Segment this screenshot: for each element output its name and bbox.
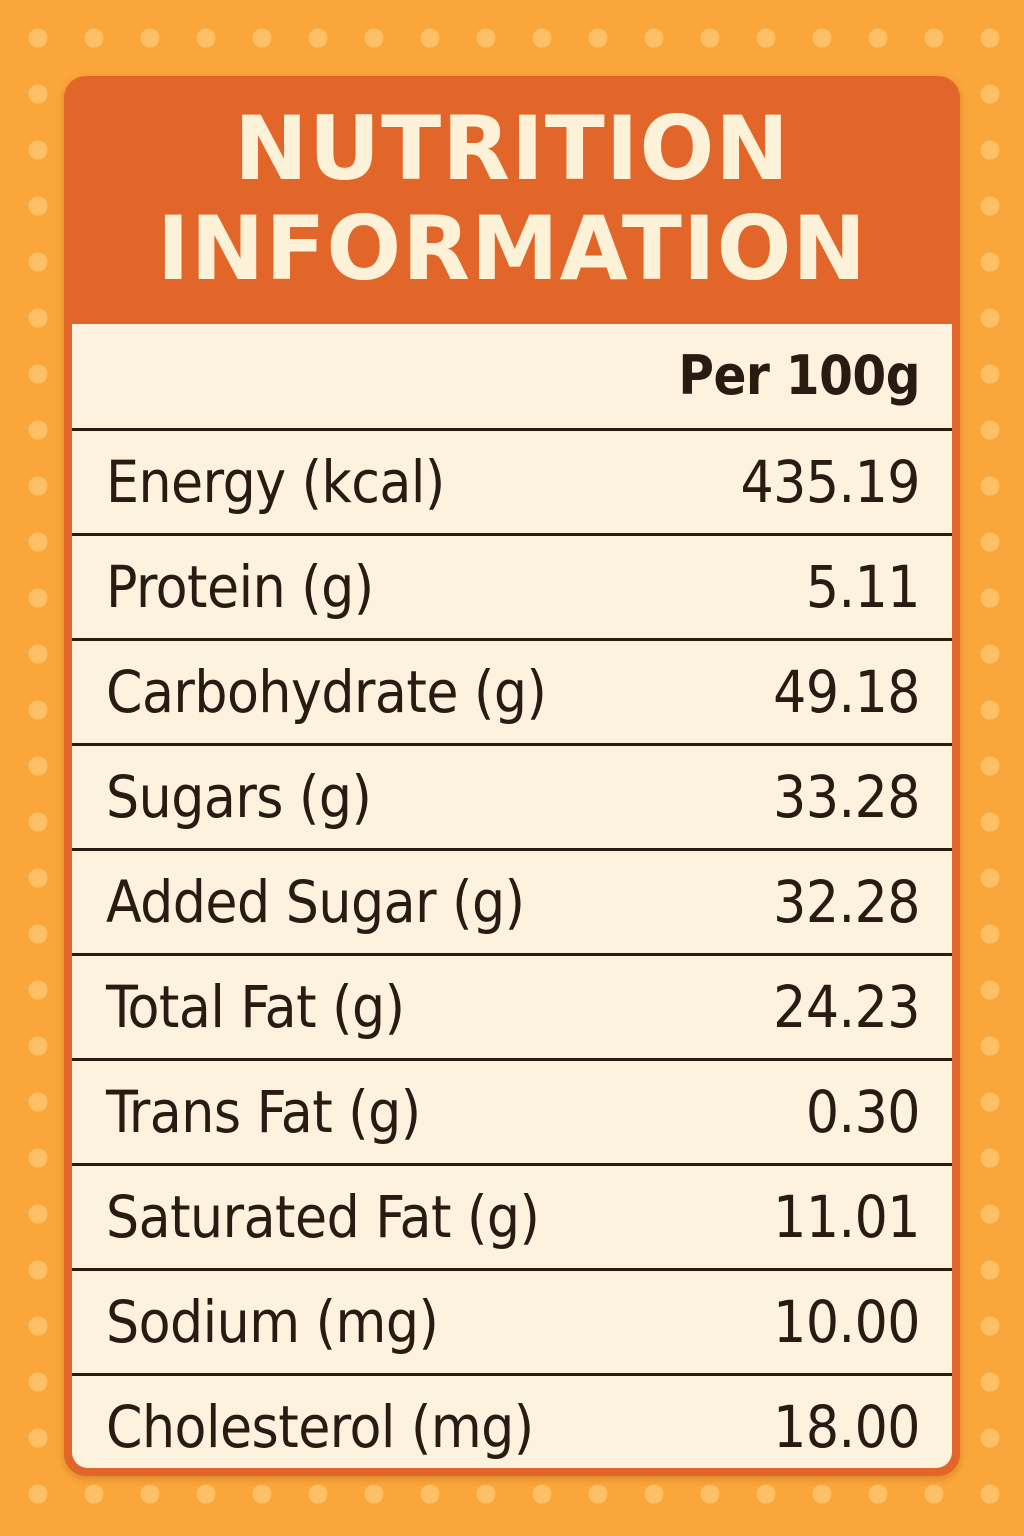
nutrient-value: 24.23	[773, 973, 920, 1041]
nutrient-label: Carbohydrate (g)	[106, 658, 547, 726]
nutrient-label: Total Fat (g)	[106, 973, 405, 1041]
nutrient-label: Cholesterol (mg)	[106, 1393, 534, 1461]
nutrient-value: 49.18	[773, 658, 920, 726]
nutrient-label: Energy (kcal)	[106, 448, 445, 516]
table-row: Total Fat (g) 24.23	[72, 953, 952, 1058]
nutrition-label: NUTRITION INFORMATION Per 100g Energy (k…	[64, 76, 960, 1476]
table-row: Added Sugar (g) 32.28	[72, 848, 952, 953]
title-line-2: INFORMATION	[156, 197, 868, 300]
nutrient-value: 0.30	[805, 1078, 921, 1146]
per-100g-header: Per 100g	[678, 344, 920, 407]
nutrient-value: 33.28	[773, 763, 920, 831]
table-row: Trans Fat (g) 0.30	[72, 1058, 952, 1163]
nutrient-label: Sodium (mg)	[106, 1288, 439, 1356]
nutrient-value: 11.01	[773, 1183, 920, 1251]
nutrient-value: 10.00	[773, 1288, 920, 1356]
nutrition-table: Per 100g Energy (kcal) 435.19 Protein (g…	[72, 324, 952, 1468]
nutrient-value: 435.19	[740, 448, 920, 516]
table-row: Protein (g) 5.11	[72, 533, 952, 638]
table-row: Sugars (g) 33.28	[72, 743, 952, 848]
nutrient-label: Sugars (g)	[106, 763, 372, 831]
table-row: Energy (kcal) 435.19	[72, 428, 952, 533]
nutrient-value: 5.11	[805, 553, 921, 621]
table-row: Saturated Fat (g) 11.01	[72, 1163, 952, 1268]
table-row: Sodium (mg) 10.00	[72, 1268, 952, 1373]
nutrient-value: 32.28	[773, 868, 920, 936]
nutrient-label: Saturated Fat (g)	[106, 1183, 540, 1251]
table-header-row: Per 100g	[72, 324, 952, 428]
table-row: Carbohydrate (g) 49.18	[72, 638, 952, 743]
nutrient-label: Protein (g)	[106, 553, 374, 621]
nutrient-value: 18.00	[773, 1393, 920, 1461]
title-band: NUTRITION INFORMATION	[64, 76, 960, 322]
nutrient-label: Trans Fat (g)	[106, 1078, 421, 1146]
title-line-1: NUTRITION	[234, 97, 790, 200]
table-row: Cholesterol (mg) 18.00	[72, 1373, 952, 1468]
nutrient-label: Added Sugar (g)	[106, 868, 525, 936]
